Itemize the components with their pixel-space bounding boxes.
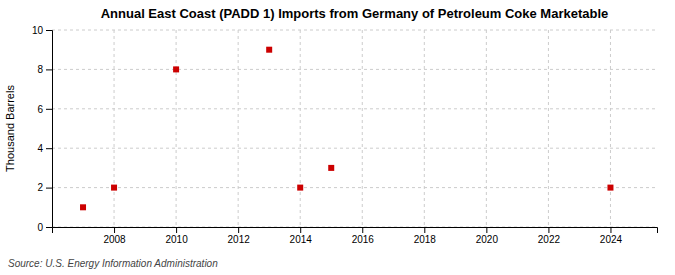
tick-label: 2008 xyxy=(103,234,126,245)
tick-label: 2022 xyxy=(538,234,561,245)
tick-mark xyxy=(176,227,177,233)
point xyxy=(607,185,613,191)
points xyxy=(80,47,613,211)
tick: 10 xyxy=(32,25,52,36)
point xyxy=(111,185,117,191)
grid xyxy=(52,30,657,227)
grid-line-y xyxy=(52,148,657,149)
tick-mark xyxy=(548,227,549,233)
tick-label: 2018 xyxy=(414,234,437,245)
tick: 2024 xyxy=(600,227,623,245)
tick-label: 2016 xyxy=(352,234,375,245)
tick-label: 0 xyxy=(37,222,43,233)
grid-line-y xyxy=(52,187,657,188)
tick-label: 10 xyxy=(32,25,44,36)
point xyxy=(80,204,86,210)
axis-line xyxy=(46,31,53,228)
tick: 2022 xyxy=(538,227,561,245)
tick: 2016 xyxy=(352,227,375,245)
tick-mark xyxy=(238,227,239,233)
y-axis: 0 2 4 6 8 10 xyxy=(32,25,53,233)
tick: 4 xyxy=(37,143,52,154)
tick: 2012 xyxy=(228,227,251,245)
tick-label: 2010 xyxy=(165,234,188,245)
x-axis: 2008 2010 2012 2014 2016 2018 2020 2022 2024 xyxy=(53,227,658,245)
grid-line-x xyxy=(176,30,177,227)
tick-mark xyxy=(610,227,611,233)
tick: 2014 xyxy=(290,227,313,245)
grid-line-x xyxy=(610,30,611,227)
plot-area: 2008 2010 2012 2014 2016 2018 2020 2022 2024 0 2 4 6… xyxy=(32,25,658,245)
tick: 2 xyxy=(37,182,52,193)
grid-line-x xyxy=(548,30,549,227)
tick-label: 2 xyxy=(37,182,43,193)
tick-label: 8 xyxy=(37,64,43,75)
axis-line xyxy=(53,228,658,234)
point xyxy=(173,66,179,72)
grid-line-x xyxy=(300,30,301,227)
tick-mark xyxy=(46,69,52,70)
tick-label: 2012 xyxy=(228,234,251,245)
title: Annual East Coast (PADD 1) Imports from … xyxy=(101,6,609,21)
tick: 2008 xyxy=(103,227,126,245)
tick: 2018 xyxy=(414,227,437,245)
point xyxy=(297,185,303,191)
point xyxy=(328,165,334,171)
tick-mark xyxy=(46,227,52,228)
grid-line-y xyxy=(52,30,657,31)
tick-mark xyxy=(46,109,52,110)
grid-line-x xyxy=(114,30,115,227)
tick: 8 xyxy=(37,64,52,75)
y-axis-label: Thousand Barrels xyxy=(4,85,16,172)
tick-label: 2024 xyxy=(600,234,623,245)
grid-line-x xyxy=(424,30,425,227)
tick-label: 2020 xyxy=(476,234,499,245)
tick: 2010 xyxy=(165,227,188,245)
source: Source: U.S. Energy Information Administ… xyxy=(8,258,218,269)
grid-line-y xyxy=(52,69,657,70)
tick-mark xyxy=(486,227,487,233)
tick-mark xyxy=(362,227,363,233)
tick: 0 xyxy=(37,222,52,233)
tick-label: 2014 xyxy=(290,234,313,245)
grid-line-x xyxy=(486,30,487,227)
tick-mark xyxy=(46,148,52,149)
tick-mark xyxy=(46,188,52,189)
chart: 2008 2010 2012 2014 2016 2018 2020 2022 2024 0 2 4 6… xyxy=(0,0,675,275)
tick: 2020 xyxy=(476,227,499,245)
tick-mark xyxy=(114,227,115,233)
tick-mark xyxy=(300,227,301,233)
tick-label: 4 xyxy=(37,143,43,154)
tick-label: 6 xyxy=(37,104,43,115)
grid-line-x xyxy=(362,30,363,227)
tick-mark xyxy=(424,227,425,233)
tick: 6 xyxy=(37,104,52,115)
grid-line-x xyxy=(238,30,239,227)
point xyxy=(266,47,272,53)
grid-line-y xyxy=(52,108,657,109)
tick-mark xyxy=(46,30,52,31)
